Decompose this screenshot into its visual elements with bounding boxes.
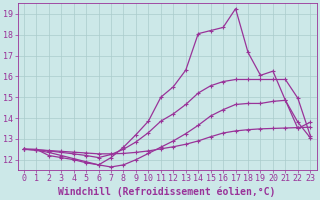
X-axis label: Windchill (Refroidissement éolien,°C): Windchill (Refroidissement éolien,°C) [58, 186, 276, 197]
